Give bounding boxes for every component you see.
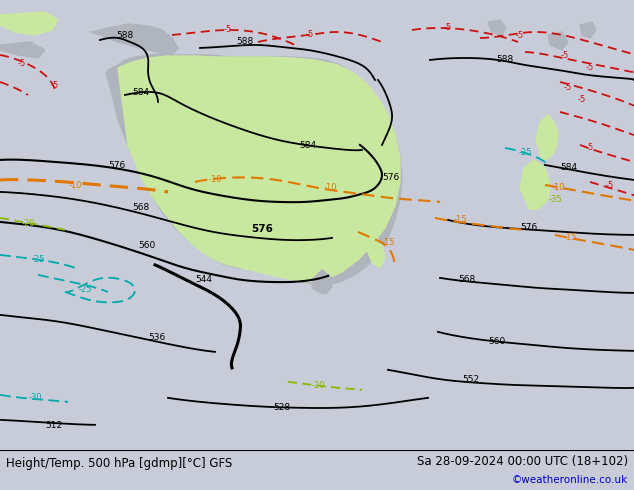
Text: -5: -5 bbox=[578, 95, 586, 104]
Text: 588: 588 bbox=[496, 55, 514, 64]
Polygon shape bbox=[488, 20, 506, 35]
Text: -5: -5 bbox=[606, 181, 614, 190]
Polygon shape bbox=[312, 270, 332, 294]
Text: -35: -35 bbox=[548, 195, 562, 204]
Text: -10: -10 bbox=[68, 181, 82, 190]
Polygon shape bbox=[0, 12, 58, 35]
Text: 584: 584 bbox=[560, 163, 577, 172]
Text: 584: 584 bbox=[132, 88, 149, 97]
Polygon shape bbox=[536, 115, 558, 160]
Text: -5: -5 bbox=[561, 51, 569, 60]
Text: -5: -5 bbox=[564, 83, 572, 92]
Text: 536: 536 bbox=[148, 333, 165, 342]
Text: -20: -20 bbox=[22, 219, 35, 228]
Text: -15: -15 bbox=[381, 238, 395, 247]
Text: 560: 560 bbox=[488, 337, 505, 346]
Text: -30: -30 bbox=[28, 393, 42, 402]
Polygon shape bbox=[0, 42, 45, 58]
Text: -25: -25 bbox=[78, 285, 92, 294]
Text: -25: -25 bbox=[518, 148, 532, 157]
Text: -10: -10 bbox=[323, 183, 337, 192]
Polygon shape bbox=[118, 56, 400, 282]
Text: 576: 576 bbox=[382, 173, 399, 182]
Text: Sa 28-09-2024 00:00 UTC (18+102): Sa 28-09-2024 00:00 UTC (18+102) bbox=[417, 455, 628, 467]
Text: Height/Temp. 500 hPa [gdmp][°C] GFS: Height/Temp. 500 hPa [gdmp][°C] GFS bbox=[6, 457, 233, 470]
Text: -10: -10 bbox=[208, 175, 222, 184]
Text: 568: 568 bbox=[132, 203, 149, 212]
Text: 584: 584 bbox=[299, 141, 316, 150]
Polygon shape bbox=[106, 54, 402, 285]
Text: 588: 588 bbox=[117, 31, 134, 40]
Text: 576: 576 bbox=[251, 224, 273, 234]
Text: 552: 552 bbox=[462, 375, 479, 384]
Text: ©weatheronline.co.uk: ©weatheronline.co.uk bbox=[512, 475, 628, 485]
Text: -5: -5 bbox=[444, 23, 452, 32]
Text: -5: -5 bbox=[586, 63, 594, 72]
Text: 544: 544 bbox=[195, 275, 212, 284]
Text: -5: -5 bbox=[306, 30, 314, 39]
Text: -5: -5 bbox=[224, 25, 232, 34]
Text: -5: -5 bbox=[18, 59, 26, 68]
Text: -5: -5 bbox=[51, 81, 59, 90]
Text: -15: -15 bbox=[563, 233, 577, 242]
Text: -25: -25 bbox=[31, 255, 45, 264]
Text: -20: -20 bbox=[311, 381, 325, 390]
Polygon shape bbox=[520, 160, 550, 210]
Text: 512: 512 bbox=[45, 421, 62, 430]
Text: -15: -15 bbox=[453, 215, 467, 224]
Polygon shape bbox=[90, 24, 178, 55]
Text: 576: 576 bbox=[520, 223, 537, 232]
Text: 560: 560 bbox=[138, 241, 155, 250]
Text: -10: -10 bbox=[551, 183, 565, 192]
Text: 528: 528 bbox=[273, 403, 290, 412]
Polygon shape bbox=[365, 225, 385, 268]
Text: 588: 588 bbox=[236, 37, 254, 46]
Text: 568: 568 bbox=[458, 275, 476, 284]
Text: -5: -5 bbox=[516, 31, 524, 40]
Polygon shape bbox=[580, 22, 596, 38]
Polygon shape bbox=[548, 32, 568, 50]
Text: 576: 576 bbox=[108, 161, 126, 170]
Text: -5: -5 bbox=[586, 143, 594, 152]
